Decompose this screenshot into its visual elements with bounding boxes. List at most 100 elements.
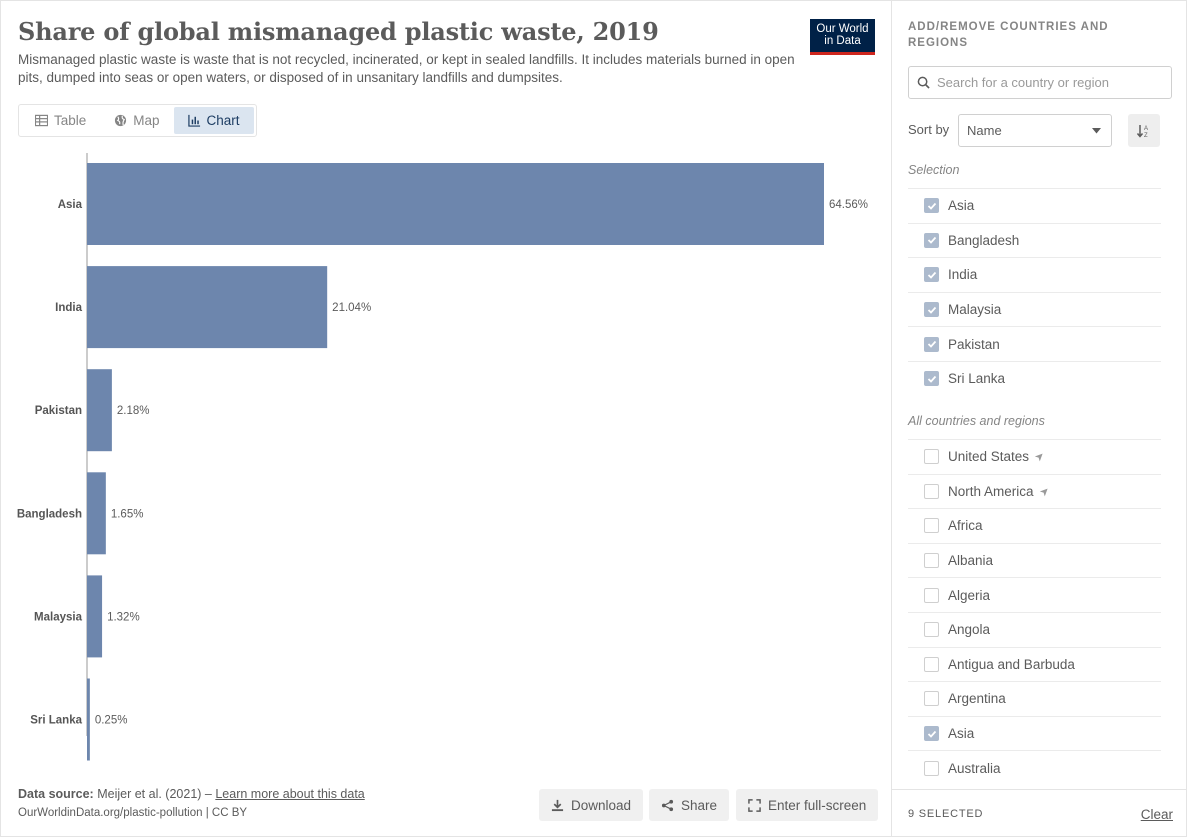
tab-map[interactable]: Map (100, 107, 173, 134)
bar[interactable] (87, 266, 328, 349)
category-label[interactable]: Malaysia (34, 611, 83, 623)
sort-alpha-icon: AZ (1137, 124, 1148, 138)
checkbox[interactable] (924, 587, 939, 603)
entity-item[interactable]: United States ➤ (908, 439, 1161, 474)
checkbox[interactable] (924, 760, 939, 776)
checkbox[interactable] (924, 553, 939, 569)
chart-title: Share of global mismanaged plastic waste… (18, 17, 659, 46)
checkbox[interactable] (924, 449, 939, 465)
globe-icon (115, 114, 127, 127)
checkbox[interactable] (924, 518, 939, 534)
search-input[interactable] (937, 75, 1157, 90)
bar[interactable] (87, 678, 90, 761)
location-arrow-icon: ➤ (1032, 449, 1048, 465)
entity-item[interactable]: North America ➤ (908, 473, 1161, 509)
download-button[interactable]: Download (539, 789, 644, 821)
entity-label: Bangladesh (948, 232, 1020, 248)
entity-item[interactable]: Asia (908, 188, 1161, 223)
entity-item[interactable]: Malaysia (908, 291, 1161, 327)
entity-item[interactable]: Pakistan (908, 326, 1161, 361)
checkbox[interactable] (924, 198, 939, 214)
bar[interactable] (87, 163, 824, 245)
entity-label: Africa (948, 518, 983, 534)
value-label: 21.04% (332, 302, 371, 314)
chart-subtitle: Mismanaged plastic waste is waste that i… (18, 52, 795, 85)
table-icon (35, 114, 48, 127)
entity-item[interactable]: Algeria (908, 577, 1161, 612)
sidebar-heading: ADD/REMOVE COUNTRIES AND REGIONS (908, 21, 1109, 49)
entity-label: Albania (948, 553, 994, 569)
tab-table-label: Table (54, 113, 87, 128)
share-button[interactable]: Share (649, 789, 730, 821)
tab-chart-label: Chart (206, 113, 240, 128)
entity-item[interactable]: Bangladesh (908, 222, 1161, 258)
checkbox[interactable] (924, 371, 939, 387)
checkbox[interactable] (924, 302, 939, 318)
download-icon (551, 799, 564, 811)
checkbox[interactable] (924, 267, 939, 283)
tab-chart[interactable]: Chart (173, 107, 254, 134)
entity-item[interactable]: Angola (908, 611, 1161, 647)
source-text: Meijer et al. (2021) – (97, 787, 212, 801)
expand-icon (748, 798, 761, 812)
selection-list: Asia Bangladesh India Malaysia Pakistan Sri L… (908, 188, 1161, 396)
category-label[interactable]: Asia (58, 199, 83, 211)
bar[interactable] (87, 472, 106, 555)
value-label: 1.32% (107, 611, 140, 623)
share-label: Share (681, 797, 718, 813)
chart-pane: Share of global mismanaged plastic waste… (1, 1, 891, 837)
category-label[interactable]: India (55, 302, 82, 314)
checkbox[interactable] (924, 656, 939, 672)
search-box[interactable] (908, 66, 1172, 99)
checkbox[interactable] (924, 691, 939, 707)
selection-label: Selection (908, 163, 960, 177)
sort-select[interactable]: Name (958, 114, 1112, 147)
clear-button[interactable]: Clear (1140, 806, 1173, 822)
checkbox[interactable] (924, 232, 939, 248)
entity-item[interactable]: Antigua and Barbuda (908, 646, 1161, 682)
logo-line-1: Our World (816, 23, 869, 35)
entity-label: Algeria (948, 587, 991, 603)
category-label[interactable]: Bangladesh (17, 508, 82, 520)
value-label: 2.18% (117, 405, 150, 417)
search-icon (917, 76, 930, 89)
checkbox[interactable] (924, 336, 939, 352)
entity-item[interactable]: Asia (908, 715, 1161, 751)
category-label[interactable]: Pakistan (35, 405, 82, 417)
owid-logo[interactable]: Our World in Data (810, 19, 875, 55)
entity-item[interactable]: Sri Lanka (908, 360, 1161, 396)
bar[interactable] (87, 575, 103, 658)
entity-item[interactable]: Australia (908, 750, 1161, 785)
all-countries-label: All countries and regions (908, 414, 1045, 428)
checkbox[interactable] (924, 726, 939, 742)
download-label: Download (571, 797, 632, 813)
sort-label: Sort by (908, 122, 950, 137)
data-source: Data source: Meijer et al. (2021) – Lear… (18, 787, 365, 801)
tab-table[interactable]: Table (21, 107, 100, 134)
checkbox[interactable] (924, 483, 939, 499)
svg-text:Z: Z (1144, 133, 1148, 138)
entity-item[interactable]: Albania (908, 542, 1161, 578)
entity-item[interactable]: Argentina (908, 681, 1161, 716)
value-label: 1.65% (111, 508, 144, 520)
checkbox[interactable] (924, 622, 939, 638)
tab-map-label: Map (133, 113, 160, 128)
entity-label: Argentina (948, 691, 1006, 707)
category-label[interactable]: Sri Lanka (30, 715, 82, 727)
entity-sidebar: ADD/REMOVE COUNTRIES AND REGIONS Sort by… (891, 1, 1187, 837)
entity-label: North America (948, 483, 1034, 499)
entity-label: Antigua and Barbuda (948, 656, 1075, 672)
learn-more-link[interactable]: Learn more about this data (215, 787, 365, 801)
entity-item[interactable]: Africa (908, 508, 1161, 543)
all-countries-list: United States ➤ North America ➤ Africa Albani… (908, 439, 1161, 785)
value-label: 0.25% (95, 715, 128, 727)
value-label: 64.56% (829, 199, 868, 211)
entity-label: Pakistan (948, 336, 1000, 352)
fullscreen-button[interactable]: Enter full-screen (736, 789, 879, 821)
entity-label: Malaysia (948, 302, 1002, 318)
bar[interactable] (87, 369, 112, 452)
entity-item[interactable]: India (908, 257, 1161, 292)
source-url: OurWorldinData.org/plastic-pollution | C… (18, 807, 248, 819)
chart-icon (187, 114, 200, 127)
